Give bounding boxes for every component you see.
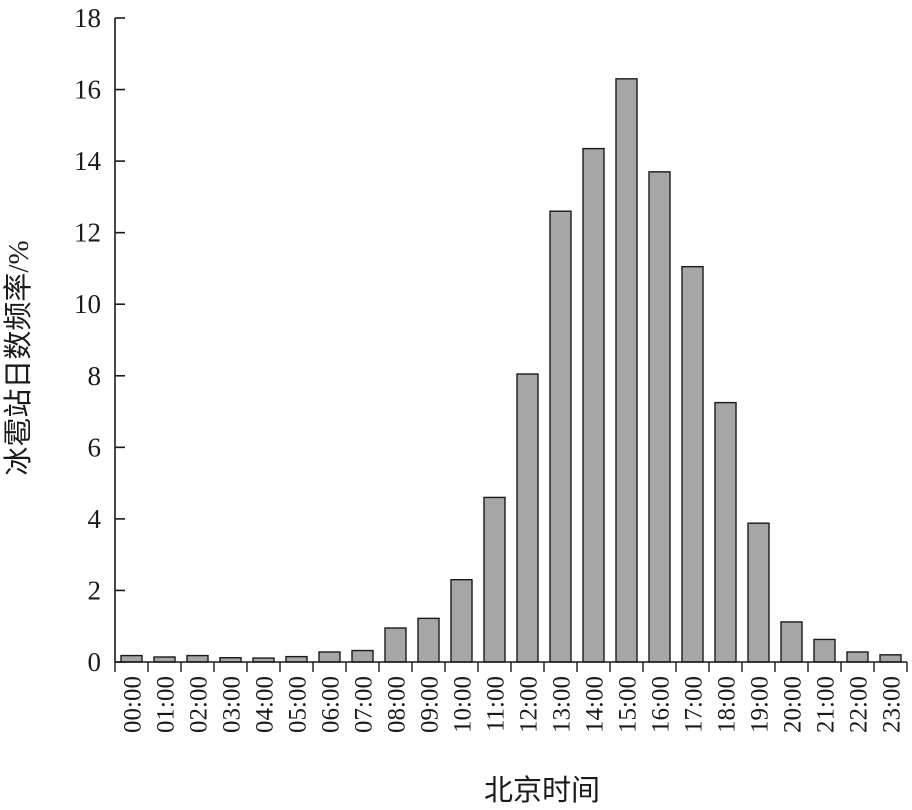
y-tick-label: 18 <box>74 3 101 33</box>
bar-0800 <box>384 627 407 663</box>
x-tick-label: 01:00 <box>153 676 180 733</box>
x-tick-label: 04:00 <box>252 676 279 733</box>
bar-1000 <box>450 579 473 663</box>
y-tick-label: 0 <box>88 647 102 677</box>
bar-1200 <box>516 373 539 663</box>
y-tick-label: 10 <box>74 289 101 319</box>
x-tick-label: 07:00 <box>351 676 378 733</box>
bar-1700 <box>681 265 704 663</box>
y-tick-label: 14 <box>74 146 102 176</box>
bars-group <box>120 78 902 663</box>
bar-1400 <box>582 147 605 663</box>
bar-1500 <box>615 78 638 663</box>
bar-1800 <box>714 401 737 663</box>
x-tick-label: 02:00 <box>186 676 213 733</box>
x-tick-label: 19:00 <box>747 676 774 733</box>
x-tick-label: 09:00 <box>417 676 444 733</box>
y-tick-label: 4 <box>88 504 102 534</box>
bar-2300 <box>879 654 902 663</box>
bar-0900 <box>417 617 440 663</box>
bar-2000 <box>780 621 803 663</box>
x-tick-label: 13:00 <box>549 676 576 733</box>
x-tick-label: 22:00 <box>846 676 873 733</box>
x-tick-label: 11:00 <box>483 676 510 732</box>
x-tick-label: 06:00 <box>318 676 345 733</box>
bar-1600 <box>648 171 671 663</box>
bar-2200 <box>846 651 869 663</box>
bar-1100 <box>483 496 506 663</box>
x-tick-label: 03:00 <box>219 676 246 733</box>
y-axis: 0 2 4 6 8 10 12 14 16 18 <box>74 3 125 677</box>
y-tick-label: 16 <box>74 75 101 105</box>
y-tick-label: 6 <box>88 432 102 462</box>
x-tick-label: 17:00 <box>681 676 708 733</box>
bar-0000 <box>120 654 143 663</box>
x-tick-label: 21:00 <box>813 676 840 733</box>
x-tick-label: 18:00 <box>714 676 741 733</box>
x-tick-label: 08:00 <box>384 676 411 733</box>
y-axis-label: 冰雹站日数频率/% <box>2 240 35 475</box>
bar-0600 <box>318 651 341 663</box>
x-tick-label: 10:00 <box>450 676 477 733</box>
x-axis-label: 北京时间 <box>484 774 600 807</box>
x-tick-label: 16:00 <box>648 676 675 733</box>
y-tick-label: 8 <box>88 361 102 391</box>
x-tick-label: 05:00 <box>285 676 312 733</box>
y-tick-label: 2 <box>88 575 102 605</box>
x-tick-label: 12:00 <box>516 676 543 733</box>
x-tick-label: 14:00 <box>582 676 609 733</box>
bar-1300 <box>549 210 572 663</box>
bar-1900 <box>747 522 770 663</box>
bar-0200 <box>186 654 209 663</box>
y-tick-label: 12 <box>74 218 101 248</box>
x-tick-label: 15:00 <box>615 676 642 733</box>
x-tick-label: 23:00 <box>879 676 906 733</box>
bar-0700 <box>351 649 374 663</box>
bar-2100 <box>813 638 836 663</box>
x-tick-label: 20:00 <box>780 676 807 733</box>
x-axis: 00:00 01:00 02:00 03:00 04:00 05:00 06:00 07:00… <box>114 661 908 733</box>
x-tick-label: 00:00 <box>120 676 147 733</box>
bar-0500 <box>285 655 308 663</box>
